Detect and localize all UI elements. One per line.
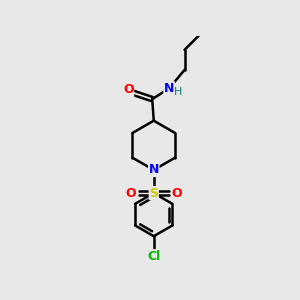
- Text: O: O: [125, 187, 136, 200]
- Text: Cl: Cl: [147, 250, 160, 263]
- Text: O: O: [172, 187, 182, 200]
- Text: S: S: [149, 187, 158, 200]
- Text: H: H: [174, 87, 183, 97]
- Text: O: O: [123, 83, 134, 96]
- Text: N: N: [164, 82, 174, 95]
- Text: N: N: [148, 164, 159, 176]
